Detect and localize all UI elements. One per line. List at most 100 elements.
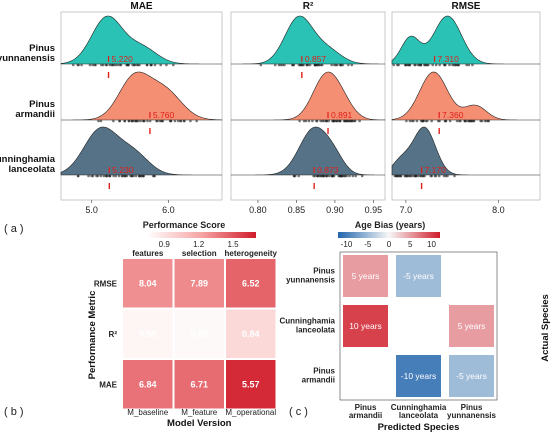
rug-point (315, 174, 319, 178)
rug-point (424, 119, 428, 123)
legend-tick-c: -5 (364, 240, 372, 249)
heatmap-cell-value: 5.57 (242, 379, 260, 389)
facet-title: MAE (130, 1, 153, 12)
legend-colorbar-c (338, 232, 440, 238)
y-axis-title-c: Actual Species (540, 294, 550, 362)
x-tick-label: 0.95 (365, 205, 383, 215)
rug-point (112, 63, 115, 67)
rug-point (161, 119, 165, 123)
rug-point (159, 63, 162, 67)
rug-point (311, 119, 314, 123)
rug-point (430, 119, 433, 123)
rug-point (404, 63, 408, 67)
rug-point (307, 119, 311, 123)
legend-colorbar-b (147, 232, 256, 238)
ridge-species-label: Pinus armandii (15, 99, 55, 120)
density-ridge (60, 15, 222, 65)
rug-point (139, 174, 143, 178)
heatmap-c-y-label: Pinus yunnanensis (286, 267, 335, 285)
rug-point (304, 119, 308, 123)
rug-point (135, 63, 139, 67)
rug-point (148, 119, 152, 123)
rug-point (419, 174, 423, 178)
rug-point (412, 174, 415, 178)
rug-point (471, 63, 474, 67)
density-ridge (231, 126, 385, 176)
rug-point (102, 174, 106, 178)
rug-point (350, 63, 354, 67)
rug-point (321, 119, 324, 123)
rug-point (112, 174, 115, 178)
rug-point (145, 63, 149, 67)
legend-tick-c: -10 (341, 240, 353, 249)
rug-point (183, 119, 186, 123)
rug-point (97, 119, 100, 123)
rug-point (337, 119, 341, 123)
legend-tick-b: 0.9 (159, 240, 171, 249)
bias-cell (343, 305, 388, 347)
rug-point (319, 119, 322, 123)
rug-point (398, 174, 401, 178)
rug-point (142, 119, 146, 123)
rug-point (332, 119, 335, 123)
rug-point (101, 63, 105, 67)
rug-point (108, 174, 112, 178)
rug-point (397, 63, 400, 67)
rug-point (421, 119, 424, 123)
heatmap-cell (174, 259, 224, 308)
legend-tick-b: 1.5 (227, 240, 239, 249)
bias-cell (343, 255, 388, 297)
rug-point (77, 63, 80, 67)
rug-point (305, 63, 309, 67)
legend-title-b: Performance Score (143, 220, 226, 230)
rug-point (434, 63, 438, 67)
rug-point (448, 119, 452, 123)
rug-point (283, 63, 286, 67)
mean-label: 7.170 (425, 165, 447, 175)
heatmap-cell-value: 6.52 (242, 278, 260, 288)
rug-point (99, 174, 103, 178)
rug-point (354, 174, 357, 178)
rug-point (472, 119, 476, 123)
heatmap-cell (174, 309, 224, 358)
rug-point (88, 63, 92, 67)
y-axis-title-b: Performance Metric (87, 291, 98, 380)
rug-point (442, 174, 446, 178)
rug-point (343, 174, 346, 178)
rug-point (108, 63, 111, 67)
rug-point (118, 119, 122, 123)
heatmap-y-label: RMSE (94, 279, 118, 288)
heatmap-cell (226, 309, 276, 358)
rug-point (463, 119, 467, 123)
rug-point (334, 63, 338, 67)
x-tick-label: 5.0 (85, 205, 98, 215)
rug-point (416, 174, 420, 178)
rug-point (119, 63, 123, 67)
rug-point (465, 63, 468, 67)
bias-cell (449, 305, 494, 347)
rug-point (485, 119, 488, 123)
rug-point (131, 119, 134, 123)
rug-point (273, 63, 277, 67)
density-ridge (391, 15, 540, 65)
x-tick-label: 0.90 (326, 205, 344, 215)
rug-point (316, 63, 319, 67)
rug-point (339, 174, 343, 178)
rug-point (430, 174, 434, 178)
rug-point (112, 119, 115, 123)
panel-label-b: ( b ) (4, 406, 24, 418)
rug-point (315, 119, 318, 123)
rug-point (448, 63, 451, 67)
heatmap-cell (123, 309, 173, 358)
rug-point (133, 63, 136, 67)
rug-point (414, 174, 417, 178)
rug-point (153, 63, 157, 67)
x-tick-label: 7.0 (400, 205, 413, 215)
mean-label: 7.310 (438, 54, 460, 64)
bias-cell-value: -5 years (456, 371, 487, 381)
heatmap-y-label: MAE (99, 380, 117, 389)
rug-point (414, 63, 417, 67)
rug-point (351, 174, 355, 178)
